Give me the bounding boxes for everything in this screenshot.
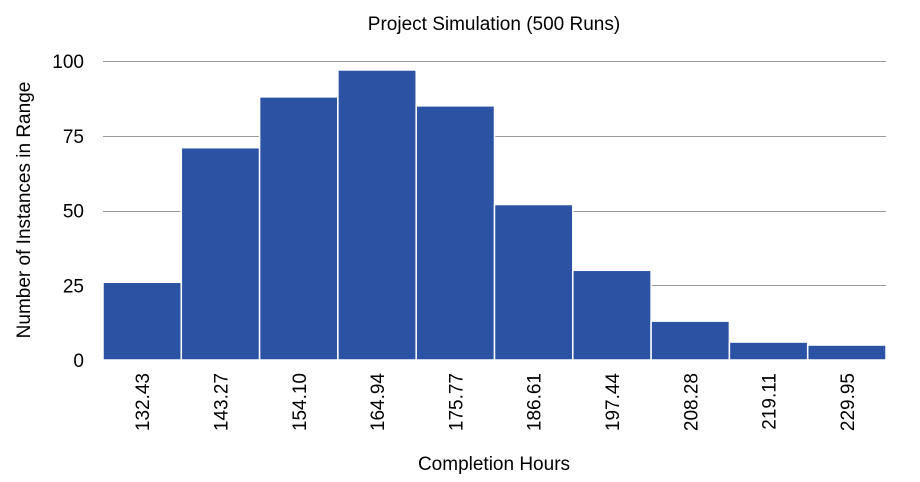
y-axis-label: Number of Instances in Range — [14, 82, 35, 339]
y-tick-label: 0 — [73, 351, 84, 372]
chart-title: Project Simulation (500 Runs) — [368, 14, 620, 35]
x-tick-labels: 132.43 143.27 154.10 164.94 175.77 186.61 197.… — [133, 373, 859, 432]
histogram-bar — [650, 320, 731, 361]
x-tick-label: 132.43 — [133, 373, 154, 431]
histogram-bar — [337, 69, 417, 361]
histogram-bar — [493, 203, 574, 361]
x-tick-label: 175.77 — [446, 373, 467, 431]
x-tick-label: 164.94 — [368, 373, 389, 432]
x-axis-label: Completion Hours — [418, 454, 570, 475]
y-tick-label: 100 — [52, 52, 84, 73]
x-tick-label: 219.11 — [760, 373, 781, 430]
y-tick-label: 25 — [63, 276, 84, 297]
x-tick-label: 229.95 — [838, 373, 859, 431]
y-tick-labels: 0 25 50 75 100 — [52, 52, 84, 372]
x-tick-label: 154.10 — [290, 373, 311, 431]
histogram-bar — [806, 344, 887, 361]
histogram-bar — [102, 281, 183, 361]
histogram-bar — [180, 146, 261, 361]
x-tick-label: 143.27 — [211, 373, 232, 431]
histogram-bar — [572, 269, 652, 361]
histogram-bar — [415, 105, 496, 361]
y-tick-label: 50 — [63, 202, 84, 223]
bars — [102, 69, 887, 361]
x-tick-label: 208.28 — [681, 373, 702, 431]
x-tick-label: 186.61 — [525, 373, 546, 431]
y-tick-label: 75 — [63, 127, 84, 148]
histogram-bar — [258, 96, 339, 361]
x-tick-label: 197.44 — [603, 373, 624, 432]
histogram-bar — [728, 341, 809, 361]
